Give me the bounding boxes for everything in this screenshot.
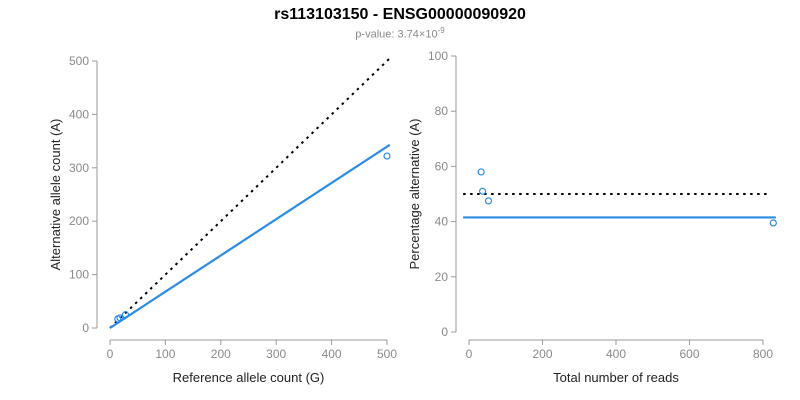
y-tick-label: 400 (69, 107, 89, 121)
y-tick-label: 0 (441, 325, 448, 339)
x-tick-label: 500 (377, 347, 397, 361)
x-tick-label: 100 (155, 347, 175, 361)
pvalue-text: p-value: 3.74×10 (355, 29, 438, 42)
y-tick-label: 300 (69, 161, 89, 175)
identity-line (109, 57, 391, 329)
data-point (769, 219, 777, 227)
y-tick-label: 200 (69, 214, 89, 228)
y-tick-label: 100 (428, 49, 448, 63)
x-tick-label: 200 (532, 347, 552, 361)
data-point (383, 152, 391, 160)
data-point (478, 187, 487, 195)
pvalue-exponent: -9 (437, 26, 445, 36)
y-tick-label: 80 (435, 104, 449, 118)
x-tick-label: 800 (753, 347, 773, 361)
fit-line (109, 143, 391, 329)
data-point (484, 197, 493, 205)
x-tick-label: 400 (606, 347, 626, 361)
y-tick-label: 100 (69, 268, 89, 282)
x-tick-label: 600 (679, 347, 699, 361)
y-tick-label: 20 (435, 270, 449, 284)
right-plot: 0 200 400 600 800 0 20 40 60 80 100 Total number of… (407, 49, 777, 385)
x-tick-label: 0 (107, 347, 114, 361)
x-tick-label: 300 (266, 347, 286, 361)
plot-title: rs113103150 - ENSG00000090920 (274, 6, 526, 23)
x-tick-label: 0 (466, 347, 473, 361)
data-point (121, 311, 130, 319)
y-tick-label: 500 (69, 54, 89, 68)
x-axis-title: Reference allele count (G) (173, 370, 325, 385)
y-tick-label: 0 (82, 321, 89, 335)
y-axis-title: Percentage alternative (A) (407, 118, 422, 269)
y-axis-title: Alternative allele count (A) (48, 119, 63, 271)
data-point (116, 314, 124, 322)
left-plot: 0 100 200 300 400 500 0 100 200 300 400 500 Referenc… (48, 54, 397, 385)
plot-header: rs113103150 - ENSG00000090920 p-value: 3… (0, 6, 800, 41)
y-tick-label: 40 (435, 215, 449, 229)
x-tick-label: 400 (322, 347, 342, 361)
plot-subtitle: p-value: 3.74×10-9 (0, 26, 800, 41)
x-axis-title: Total number of reads (553, 370, 679, 385)
x-tick-label: 200 (211, 347, 231, 361)
data-point (477, 168, 485, 176)
y-tick-label: 60 (435, 159, 449, 173)
